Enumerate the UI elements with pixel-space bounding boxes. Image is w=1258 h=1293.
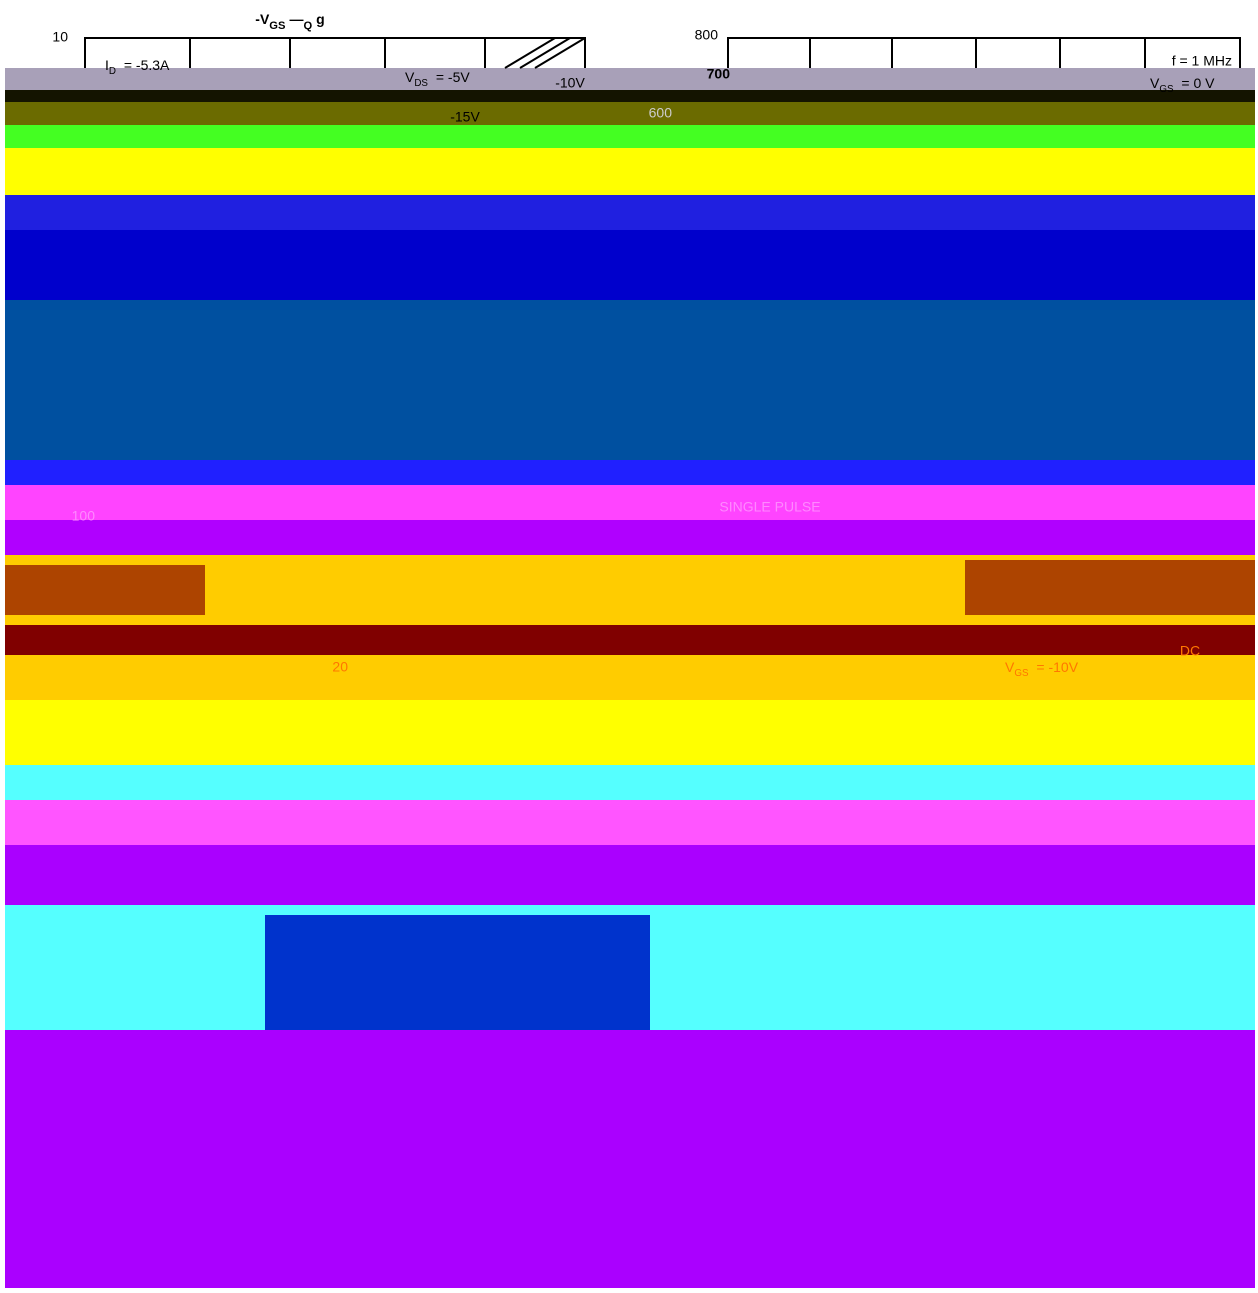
band <box>5 90 1255 102</box>
label: 10 <box>52 29 68 45</box>
label-part: — <box>289 11 303 27</box>
label: VGS = -10V <box>1005 659 1079 679</box>
band <box>5 1030 1255 1288</box>
subscript: DS <box>414 78 428 89</box>
label-part: V <box>1150 75 1160 91</box>
band <box>5 520 1255 555</box>
subscript: GS <box>1014 668 1029 679</box>
label-part: = -5V <box>432 69 470 85</box>
label-part: V <box>405 69 415 85</box>
label: -10V <box>555 75 585 91</box>
label: DC <box>1180 643 1200 659</box>
band <box>5 460 1255 485</box>
label: 20 <box>332 659 348 675</box>
label: SINGLE PULSE <box>719 499 820 515</box>
subscript: GS <box>1159 84 1174 95</box>
band <box>5 68 1255 90</box>
chart-frames <box>84 37 1241 69</box>
band <box>5 230 1255 300</box>
band <box>265 915 650 1030</box>
band <box>5 655 1255 700</box>
band <box>5 148 1255 195</box>
band <box>5 625 1255 655</box>
frame <box>84 37 586 68</box>
band <box>5 125 1255 148</box>
band <box>5 700 1255 765</box>
curves <box>504 37 586 69</box>
label: 800 <box>695 27 719 43</box>
frame <box>727 37 1241 68</box>
label: ID = -5.3A <box>105 57 170 77</box>
label: f = 1 MHz <box>1172 53 1232 69</box>
label-part: V <box>1005 659 1015 675</box>
subscript: D <box>109 66 116 77</box>
band <box>5 485 1255 520</box>
label-part: g <box>316 11 325 27</box>
label-part: = -10V <box>1033 659 1079 675</box>
label-part: = -5.3A <box>120 57 170 73</box>
label-part: I <box>105 57 109 73</box>
label-part: = 0 V <box>1178 75 1216 91</box>
label: 700 <box>707 66 731 82</box>
band <box>5 300 1255 460</box>
band <box>965 560 1255 615</box>
band <box>5 800 1255 845</box>
label: 600 <box>649 105 673 121</box>
band <box>5 845 1255 905</box>
subscript: GS <box>269 20 286 32</box>
label: -VGS —Q g <box>255 11 324 32</box>
label: VDS = -5V <box>405 69 470 89</box>
bands <box>5 68 1255 1288</box>
band <box>5 102 1255 125</box>
grid <box>189 38 1146 68</box>
label-part: -V <box>255 11 270 27</box>
subscript: Q <box>303 20 312 32</box>
band <box>5 765 1255 800</box>
label: -15V <box>450 109 480 125</box>
label: VGS = 0 V <box>1150 75 1215 95</box>
band <box>5 565 205 615</box>
label: 100 <box>72 508 96 524</box>
band <box>5 195 1255 230</box>
